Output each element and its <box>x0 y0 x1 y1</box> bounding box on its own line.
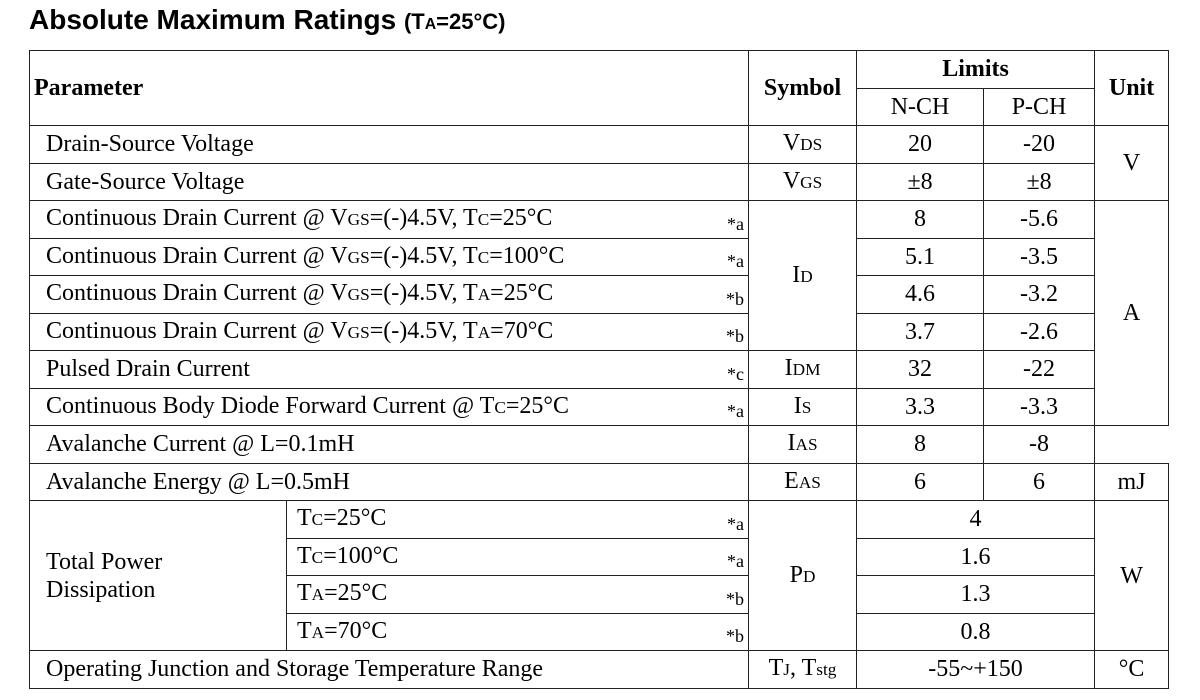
header-parameter: Parameter <box>28 50 750 126</box>
symbol-idm: IDM <box>748 350 858 389</box>
table-row: Operating Junction and Storage Temperatu… <box>28 650 1170 689</box>
note: *b <box>676 312 750 351</box>
param-continuous-drain-current: Continuous Drain Current @ VGS=(-)4.5V, … <box>29 237 677 276</box>
value-pch: 6 <box>983 462 1096 501</box>
value-nch: 8 <box>856 200 985 239</box>
note <box>676 162 750 201</box>
header-row-limits: N-CH P-CH <box>30 87 1169 126</box>
value-nch: 20 <box>856 125 985 164</box>
param-continuous-drain-current: Continuous Drain Current @ VGS=(-)4.5V, … <box>29 200 677 239</box>
value-pch: -3.2 <box>983 275 1096 314</box>
value-pch: -3.3 <box>983 387 1096 426</box>
table-row: Gate-Source Voltage VGS ±8 ±8 <box>29 162 1169 201</box>
param-avalanche-current: Avalanche Current @ L=0.1mH <box>29 425 677 464</box>
symbol-tj-tstg: TJ, Tstg <box>748 650 858 689</box>
value-pch: -2.6 <box>983 312 1096 351</box>
unit-mj: mJ <box>1094 462 1170 501</box>
header-pch: P-CH <box>983 87 1096 126</box>
table-row: Continuous Drain Current @ VGS=(-)4.5V, … <box>29 200 1170 426</box>
value-pch: -22 <box>983 350 1096 389</box>
unit-v: V <box>1094 125 1170 201</box>
param-gate-source-voltage: Gate-Source Voltage <box>29 162 677 201</box>
title-condition: (TA=25°C) <box>403 9 506 34</box>
value-nch: 3.7 <box>856 312 985 351</box>
table-row: Avalanche Energy @ L=0.5mH EAS 6 6 mJ <box>29 462 1170 501</box>
power-condition: TA=25°C <box>286 575 677 614</box>
value-nch: 5.1 <box>856 237 985 276</box>
table-row: TA=70°C *b 0.8 <box>30 612 1169 651</box>
table-row: TC=100°C *a 1.6 <box>30 537 1169 576</box>
value-power: 4 <box>856 500 1096 539</box>
param-continuous-drain-current: Continuous Drain Current @ VGS=(-)4.5V, … <box>29 275 677 314</box>
symbol-ias: IAS <box>748 425 858 464</box>
value-pch: -3.5 <box>983 237 1096 276</box>
header-nch: N-CH <box>856 87 985 126</box>
power-condition: TA=70°C <box>286 612 677 651</box>
note: *b <box>676 275 750 314</box>
value-pch: -8 <box>983 425 1096 464</box>
param-avalanche-energy: Avalanche Energy @ L=0.5mH <box>29 462 677 501</box>
value-pch: -5.6 <box>983 200 1096 239</box>
symbol-is: IS <box>748 387 858 426</box>
power-condition: TC=25°C <box>286 500 677 539</box>
unit-w: W <box>1094 500 1170 651</box>
value-nch: ±8 <box>856 162 985 201</box>
value-nch: 4.6 <box>856 275 985 314</box>
note <box>676 425 750 464</box>
symbol-vds: VDS <box>748 125 858 164</box>
value-nch: 3.3 <box>856 387 985 426</box>
value-power: 0.8 <box>856 612 1096 651</box>
note: *b <box>676 575 750 614</box>
absolute-maximum-ratings-table: Parameter Symbol Limits Unit N-CH P-CH D… <box>28 50 1170 689</box>
symbol-eas: EAS <box>748 462 858 501</box>
value-pch: ±8 <box>983 162 1096 201</box>
note: *a <box>676 537 750 576</box>
param-continuous-drain-current: Continuous Drain Current @ VGS=(-)4.5V, … <box>29 312 677 351</box>
note: *b <box>676 612 750 651</box>
table-row: Continuous Body Diode Forward Current @ … <box>29 387 1169 426</box>
value-power: 1.3 <box>856 575 1096 614</box>
page-title: Absolute Maximum Ratings (TA=25°C) <box>29 4 506 35</box>
table-row: Avalanche Current @ L=0.1mH IAS 8 -8 <box>29 425 1169 464</box>
header-row: Parameter Symbol Limits Unit <box>28 50 1170 126</box>
note: *a <box>676 237 750 276</box>
value-nch: 8 <box>856 425 985 464</box>
value-nch: 32 <box>856 350 985 389</box>
note <box>676 125 750 164</box>
table-row: Total Power Dissipation TC=25°C *a PD 4 W <box>29 500 1170 651</box>
param-body-diode-forward-current: Continuous Body Diode Forward Current @ … <box>29 387 677 426</box>
unit-a: A <box>1094 200 1170 426</box>
value-temperature: -55~+150 <box>856 650 1096 689</box>
note: *a <box>676 387 750 426</box>
note: *c <box>676 350 750 389</box>
table-row: Pulsed Drain Current *c IDM 32 -22 <box>29 350 1169 389</box>
param-total-power-dissipation: Total Power Dissipation <box>29 500 287 651</box>
table-row: Continuous Drain Current @ VGS=(-)4.5V, … <box>29 312 1169 351</box>
power-condition: TC=100°C <box>286 537 677 576</box>
param-temperature-range: Operating Junction and Storage Temperatu… <box>28 650 750 689</box>
note: *a <box>676 200 750 239</box>
table-row: Continuous Drain Current @ VGS=(-)4.5V, … <box>29 237 1169 276</box>
unit-celsius: °C <box>1094 650 1170 689</box>
note <box>676 462 750 501</box>
table-row: Drain-Source Voltage VDS 20 -20 V <box>29 125 1170 201</box>
value-nch: 6 <box>856 462 985 501</box>
param-pulsed-drain-current: Pulsed Drain Current <box>29 350 677 389</box>
symbol-id: ID <box>748 200 858 351</box>
note: *a <box>676 500 750 539</box>
table-row: Continuous Drain Current @ VGS=(-)4.5V, … <box>29 275 1169 314</box>
value-power: 1.6 <box>856 537 1096 576</box>
param-drain-source-voltage: Drain-Source Voltage <box>29 125 677 164</box>
header-limits: Limits <box>856 50 1096 89</box>
symbol-vgs: VGS <box>748 162 858 201</box>
header-symbol: Symbol <box>748 50 858 126</box>
header-unit: Unit <box>1094 50 1170 126</box>
value-pch: -20 <box>983 125 1096 164</box>
table-row: TA=25°C *b 1.3 <box>30 575 1169 614</box>
symbol-pd: PD <box>748 500 858 651</box>
